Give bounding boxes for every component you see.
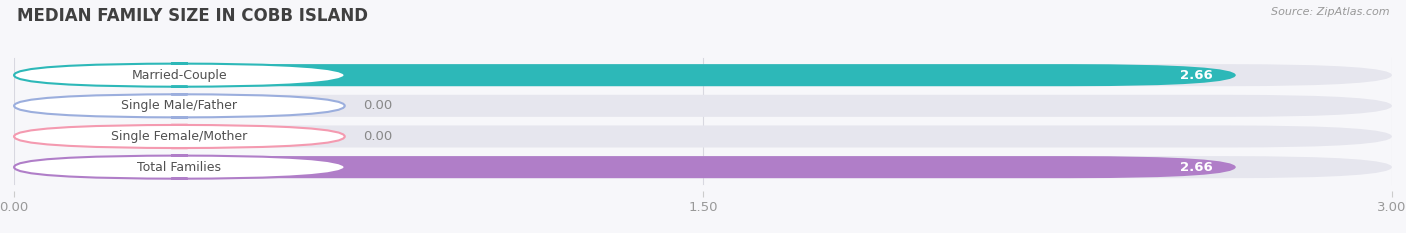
Text: 2.66: 2.66: [1180, 69, 1213, 82]
Text: 2.66: 2.66: [1180, 161, 1213, 174]
Text: MEDIAN FAMILY SIZE IN COBB ISLAND: MEDIAN FAMILY SIZE IN COBB ISLAND: [17, 7, 368, 25]
FancyBboxPatch shape: [14, 156, 344, 179]
FancyBboxPatch shape: [14, 64, 1392, 86]
FancyBboxPatch shape: [14, 156, 1392, 178]
FancyBboxPatch shape: [14, 125, 1392, 147]
FancyBboxPatch shape: [14, 95, 1392, 117]
Text: Single Female/Mother: Single Female/Mother: [111, 130, 247, 143]
Text: 0.00: 0.00: [363, 130, 392, 143]
FancyBboxPatch shape: [14, 94, 344, 117]
Text: Source: ZipAtlas.com: Source: ZipAtlas.com: [1271, 7, 1389, 17]
Text: Married-Couple: Married-Couple: [132, 69, 228, 82]
FancyBboxPatch shape: [14, 64, 344, 87]
FancyBboxPatch shape: [14, 64, 1236, 86]
Text: 0.00: 0.00: [363, 99, 392, 112]
Text: Single Male/Father: Single Male/Father: [121, 99, 238, 112]
Text: Total Families: Total Families: [138, 161, 221, 174]
FancyBboxPatch shape: [14, 156, 1236, 178]
FancyBboxPatch shape: [14, 125, 344, 148]
